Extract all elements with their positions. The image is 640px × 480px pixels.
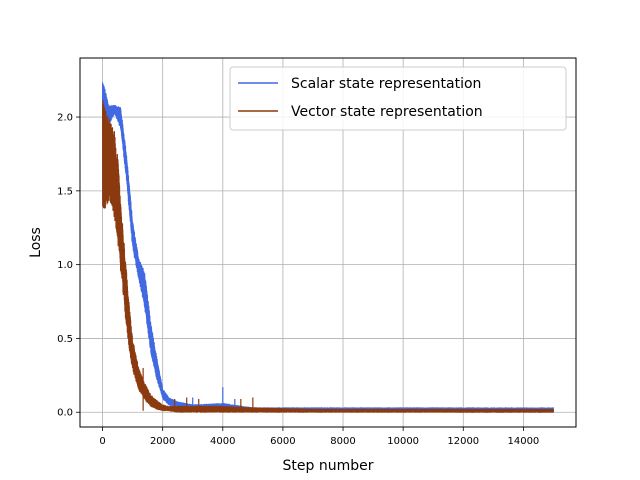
y-tick-label: 0.5 (57, 334, 73, 345)
x-tick-label: 6000 (270, 436, 295, 447)
x-axis-label: Step number (283, 458, 374, 474)
x-tick-label: 0 (99, 436, 105, 447)
y-tick-label: 1.5 (57, 186, 73, 197)
series-vector (102, 99, 554, 413)
axis-ticks: 0 2000 4000 6000 8000 10000 12000 14000 0.0 0.5 1.… (57, 113, 539, 447)
y-tick-label: 1.0 (57, 260, 73, 271)
x-tick-label: 12000 (447, 436, 479, 447)
y-tick-label: 0.0 (57, 408, 73, 419)
x-tick-label: 10000 (387, 436, 419, 447)
series-line (102, 99, 554, 413)
x-tick-label: 2000 (150, 436, 175, 447)
y-tick-label: 2.0 (57, 113, 73, 124)
y-axis-label: Loss (28, 227, 44, 258)
plot-frame (79, 57, 577, 428)
legend: Scalar state representation Vector state… (229, 66, 567, 131)
x-tick-label: 4000 (210, 436, 235, 447)
series-layer (102, 82, 554, 413)
legend-box (229, 66, 567, 131)
legend-label-vector: Vector state representation (291, 104, 483, 120)
x-tick-label: 14000 (507, 436, 539, 447)
x-tick-label: 8000 (330, 436, 355, 447)
legend-label-scalar: Scalar state representation (291, 76, 481, 92)
